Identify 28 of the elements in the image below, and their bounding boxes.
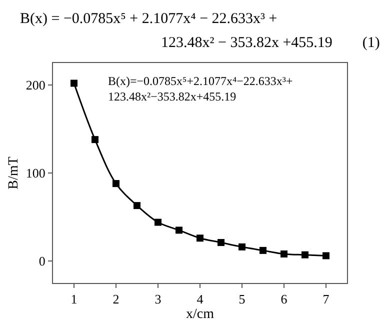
y-tick-label: 0 xyxy=(38,254,46,269)
point xyxy=(302,251,308,258)
chart-title: B(x) = −0.0785x⁵ + 2.1077x⁴ − 22.633x³ + xyxy=(20,11,278,27)
x-tick-label: 4 xyxy=(196,292,204,307)
point xyxy=(238,243,246,250)
point xyxy=(322,252,330,260)
point xyxy=(70,80,78,87)
y-tick-label: 100 xyxy=(26,166,46,181)
point xyxy=(92,136,98,144)
x-tick-label: 7 xyxy=(322,292,330,307)
x-axis-title: x/cm xyxy=(186,306,214,322)
chart-subtitle: 123.48x² − 353.82x +455.19 (1) xyxy=(161,35,380,51)
x-tick-label: 6 xyxy=(280,292,288,307)
point xyxy=(176,226,182,234)
annotation: B(x)=−0.0785x⁵+2.1077x⁴−22.633x³+ 123.48x²−353.82x+455.19 xyxy=(108,74,294,104)
x-tick-label: 2 xyxy=(112,292,120,307)
point xyxy=(218,239,224,246)
point xyxy=(154,218,162,226)
y-axis-title: B/mT xyxy=(6,156,22,190)
point xyxy=(134,202,140,210)
point xyxy=(112,180,120,188)
point xyxy=(280,250,288,258)
y-tick-label: 200 xyxy=(26,78,46,93)
point xyxy=(196,234,204,242)
point xyxy=(260,246,266,254)
x-tick-label: 3 xyxy=(154,292,162,307)
x-tick-label: 1 xyxy=(70,292,78,307)
x-tick-label: 5 xyxy=(238,292,246,307)
